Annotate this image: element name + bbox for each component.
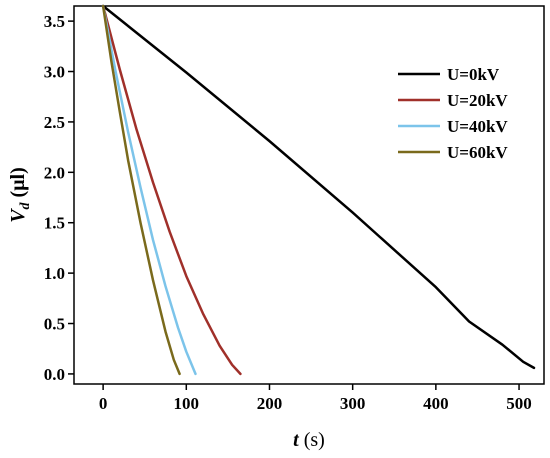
legend: U=0kV U=20kV U=40kV U=60kV bbox=[398, 65, 508, 162]
series-line-3 bbox=[101, 4, 181, 376]
y-tick-label-1: 0.5 bbox=[44, 315, 65, 334]
y-tick-label-6: 3.0 bbox=[44, 63, 65, 82]
series-lines bbox=[101, 4, 536, 376]
x-tick-label-4: 400 bbox=[423, 394, 449, 413]
y-axis-subscript: d bbox=[18, 201, 33, 209]
legend-label-2: U=40kV bbox=[447, 117, 508, 136]
y-tick-label-0: 0.0 bbox=[44, 365, 65, 384]
plot-frame bbox=[73, 5, 545, 385]
legend-label-1: U=20kV bbox=[447, 91, 508, 110]
x-tick-label-1: 100 bbox=[174, 394, 200, 413]
y-tick-label-5: 2.5 bbox=[44, 113, 65, 132]
y-tick-label-3: 1.5 bbox=[44, 214, 65, 233]
legend-label-0: U=0kV bbox=[447, 65, 500, 84]
series-line-2 bbox=[101, 4, 197, 376]
y-tick-label-7: 3.5 bbox=[44, 12, 65, 31]
x-axis-title: t (s) bbox=[293, 429, 325, 451]
y-axis-variable: V bbox=[7, 208, 29, 223]
legend-label-3: U=60kV bbox=[447, 143, 508, 162]
x-axis-unit: (s) bbox=[299, 429, 325, 451]
y-axis-unit: (μl) bbox=[7, 167, 29, 202]
y-tick-label-2: 1.0 bbox=[44, 264, 65, 283]
x-tick-label-2: 200 bbox=[257, 394, 283, 413]
x-tick-label-5: 500 bbox=[506, 394, 532, 413]
x-tick-label-3: 300 bbox=[340, 394, 366, 413]
axis-ticks: 0 100 200 300 400 500 0.0 0.5 1.0 1.5 2.0 2.5 3.0 3.5 bbox=[44, 12, 532, 413]
x-tick-label-0: 0 bbox=[99, 394, 108, 413]
y-axis-title: Vd (μl) bbox=[7, 167, 33, 223]
x-axis-variable: t bbox=[293, 429, 300, 451]
series-line-1 bbox=[101, 4, 242, 376]
series-line-0 bbox=[101, 4, 536, 370]
y-tick-label-4: 2.0 bbox=[44, 163, 65, 182]
